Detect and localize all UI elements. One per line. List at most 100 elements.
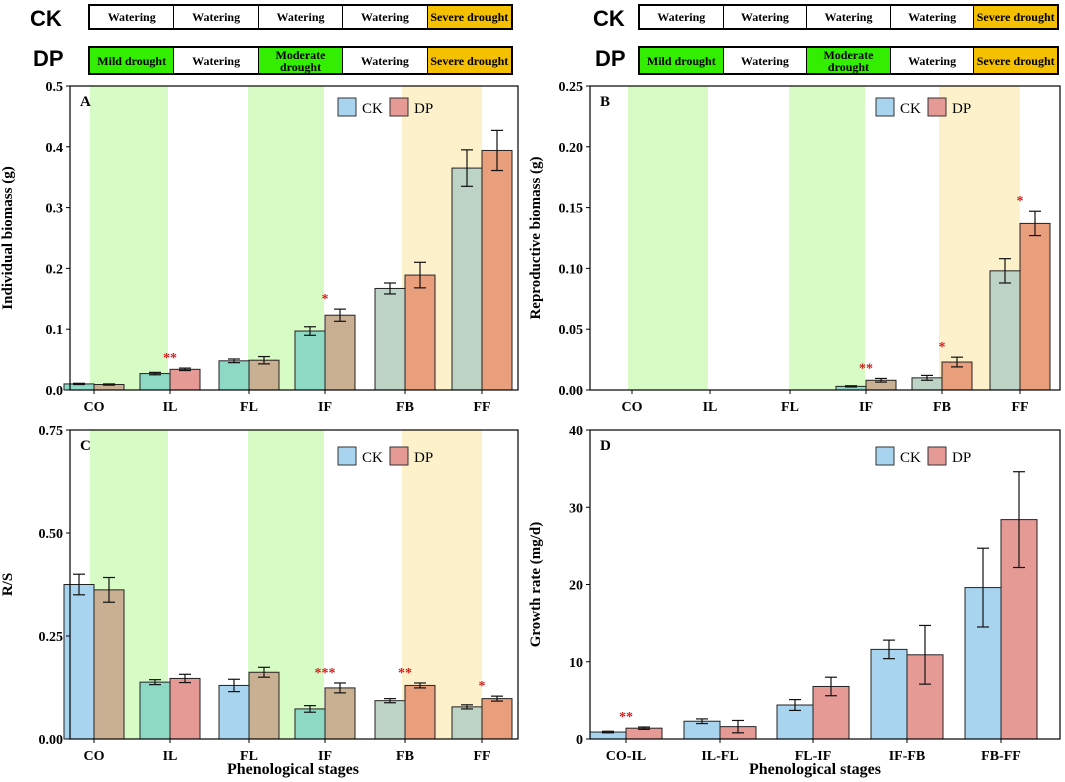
bar-dp-FL <box>248 671 280 740</box>
schedule-right-dp-cell-2: Moderate drought <box>807 48 891 73</box>
ytick-label-0.00: 0.00 <box>39 733 64 748</box>
ylabel-B: Reproductive biomass (g) <box>528 156 544 319</box>
xtick-label-FL: FL <box>781 400 799 415</box>
bar-dp-FB <box>404 684 436 740</box>
ytick-label-0.20: 0.20 <box>559 141 584 156</box>
bar-ck-FF <box>451 706 483 740</box>
significance-FB: * <box>939 340 946 355</box>
xtick-label-FF: FF <box>473 400 490 415</box>
schedule-left-dp-cell-4: Severe drought <box>427 48 512 73</box>
ytick-label-0.00: 0.00 <box>559 384 584 399</box>
xtick-label-FL: FL <box>240 400 258 415</box>
legend-label-dp: DP <box>414 101 433 117</box>
bar-dp-FL <box>248 359 280 391</box>
bar-ck-FF <box>451 167 483 391</box>
ytick-label-0.75: 0.75 <box>39 424 64 439</box>
bar-ck-FL <box>218 360 250 391</box>
schedule-right-ck-row: Watering Watering Watering Watering Severe d… <box>638 4 1059 30</box>
panel-letter-B: B <box>600 94 610 110</box>
schedule-left-dp-cell-2: Moderate drought <box>258 48 344 73</box>
xtick-label-IF: IF <box>318 749 332 764</box>
xtick-label-IF: IF <box>318 400 332 415</box>
xtick-label-FF: FF <box>473 749 490 764</box>
bar-dp-CO <box>93 589 125 740</box>
bar-dp-FF <box>1019 222 1051 391</box>
bar-ck-FB <box>374 287 406 391</box>
bar-dp-FB <box>404 274 436 391</box>
ytick-label-0.10: 0.10 <box>559 262 584 277</box>
schedule-right-dp-cell-4: Severe drought <box>974 48 1057 73</box>
xtick-label-IL: IL <box>163 400 178 415</box>
significance-FB: ** <box>398 666 412 681</box>
significance-IL: ** <box>163 351 177 366</box>
bar-dp-IL <box>169 368 201 391</box>
significance-CO-IL: ** <box>619 710 633 725</box>
xtick-label-IF: IF <box>859 400 873 415</box>
schedule-right-ck-cell-2: Watering <box>807 6 891 28</box>
schedule-right-ck-cell-1: Watering <box>723 6 808 28</box>
plot-frame-C <box>69 429 519 740</box>
panel-letter-D: D <box>600 438 611 454</box>
xtick-label-CO: CO <box>84 400 105 415</box>
schedule-right-dp-label: DP <box>595 46 626 71</box>
ytick-label-0.15: 0.15 <box>559 202 584 217</box>
ytick-label-30: 30 <box>569 501 583 516</box>
legend-swatch-dp <box>389 97 409 117</box>
legend-label-dp: DP <box>414 450 433 466</box>
schedule-left-ck-cell-1: Watering <box>174 6 259 28</box>
bar-ck-CO <box>63 584 95 740</box>
significance-IF: ** <box>859 361 873 376</box>
schedule-right-dp-row: Mild drought Watering Moderate drought Wate… <box>638 46 1059 75</box>
schedule-right-ck-cell-0: Watering <box>640 6 724 28</box>
xtick-label-FB-FF: FB-FF <box>981 749 1021 764</box>
legend-label-dp: DP <box>952 450 971 466</box>
schedule-right-dp-cell-3: Watering <box>890 48 975 73</box>
ytick-label-0.5: 0.5 <box>46 80 64 95</box>
schedule-left-dp-cell-1: Watering <box>174 48 259 73</box>
xlabel-C: Phenological stages <box>227 761 359 778</box>
bar-ck-IF-FB <box>870 648 908 740</box>
schedule-left-ck-cell-2: Watering <box>258 6 344 28</box>
xtick-label-FB: FB <box>396 400 414 415</box>
legend-swatch-ck <box>337 446 357 466</box>
significance-FF: * <box>1017 194 1024 209</box>
panel-B: CO IL FL ** IF * FB * FF 0.00 0.05 0.10 0.15 0.20 0.25… <box>528 80 1061 415</box>
band-moderate-drought <box>789 86 865 390</box>
xtick-label-IL-FL: IL-FL <box>701 749 738 764</box>
ytick-label-0.25: 0.25 <box>39 630 64 645</box>
ytick-label-0.05: 0.05 <box>559 323 584 338</box>
xtick-label-FB: FB <box>396 749 414 764</box>
bar-ck-IF <box>294 708 326 740</box>
band-mild-drought <box>90 86 168 390</box>
legend-swatch-dp <box>389 446 409 466</box>
xtick-label-CO: CO <box>622 400 643 415</box>
legend-swatch-ck <box>875 446 895 466</box>
panel-letter-A: A <box>80 94 91 110</box>
legend-label-ck: CK <box>900 101 921 117</box>
bar-ck-FF <box>989 270 1021 391</box>
band-mild-drought <box>628 86 708 390</box>
significance-IF: *** <box>315 666 336 681</box>
ytick-label-0.25: 0.25 <box>559 80 584 95</box>
legend-label-dp: DP <box>952 101 971 117</box>
bar-dp-FF <box>481 698 513 740</box>
ytick-label-10: 10 <box>569 656 583 671</box>
xtick-label-IF-FB: IF-FB <box>889 749 926 764</box>
xlabel-D: Phenological stages <box>749 761 881 778</box>
schedule-left-dp-cell-0: Mild drought <box>90 48 175 73</box>
schedule-left-ck-label: CK <box>30 6 62 31</box>
xtick-label-FB: FB <box>933 400 951 415</box>
significance-IF: * <box>322 292 329 307</box>
legend-label-ck: CK <box>900 450 921 466</box>
schedule-right-ck-label: CK <box>593 6 625 31</box>
ytick-label-0.2: 0.2 <box>46 262 64 277</box>
ylabel-C: R/S <box>0 573 16 596</box>
schedule-right-dp-cell-1: Watering <box>723 48 808 73</box>
xtick-label-CO: CO <box>84 749 105 764</box>
ylabel-A: Individual biomass (g) <box>0 166 16 309</box>
schedule-left-ck-cell-4: Severe drought <box>427 6 512 28</box>
legend-swatch-dp <box>927 446 947 466</box>
panel-A: CO ** IL FL * IF FB FF 0.0 0.1 0.2 0.3 0.4 0.5 Individ… <box>0 80 519 415</box>
ylabel-D: Growth rate (mg/d) <box>528 522 544 648</box>
